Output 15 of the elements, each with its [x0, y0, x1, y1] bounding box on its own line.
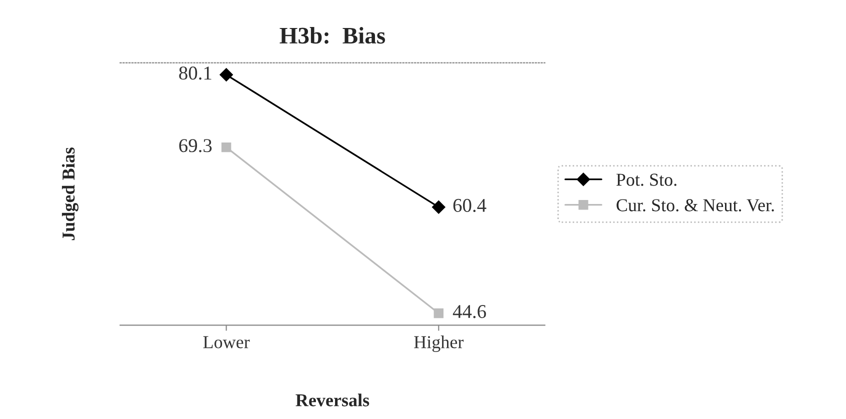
- data-label: 80.1: [179, 66, 212, 80]
- x-tick-label: Higher: [414, 336, 464, 352]
- chart-title: H3b: Bias: [280, 27, 386, 44]
- data-label: 60.4: [453, 198, 486, 212]
- x-tick-label: Lower: [203, 336, 250, 348]
- legend-label: Pot. Sto.: [616, 174, 676, 186]
- point: [220, 68, 233, 82]
- point: [432, 200, 446, 214]
- x-axis-title: Reversals: [296, 394, 370, 406]
- data-label: 69.3: [179, 139, 212, 152]
- y-axis-title: Judged Bias: [62, 148, 78, 240]
- point: [434, 308, 444, 318]
- point: [221, 142, 232, 152]
- legend-label: Cur. Sto. & Neut. Ver.: [616, 199, 774, 212]
- data-label: 44.6: [452, 305, 486, 318]
